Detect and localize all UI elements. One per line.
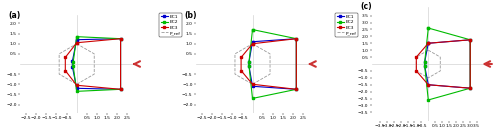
Text: (c): (c) bbox=[360, 2, 372, 11]
Legend: EC1, EC2, EC3, P_ref: EC1, EC2, EC3, P_ref bbox=[335, 13, 358, 37]
Text: (a): (a) bbox=[8, 10, 21, 20]
Legend: EC1, EC2, EC3, P_ref: EC1, EC2, EC3, P_ref bbox=[160, 13, 182, 37]
Text: (b): (b) bbox=[184, 10, 197, 20]
